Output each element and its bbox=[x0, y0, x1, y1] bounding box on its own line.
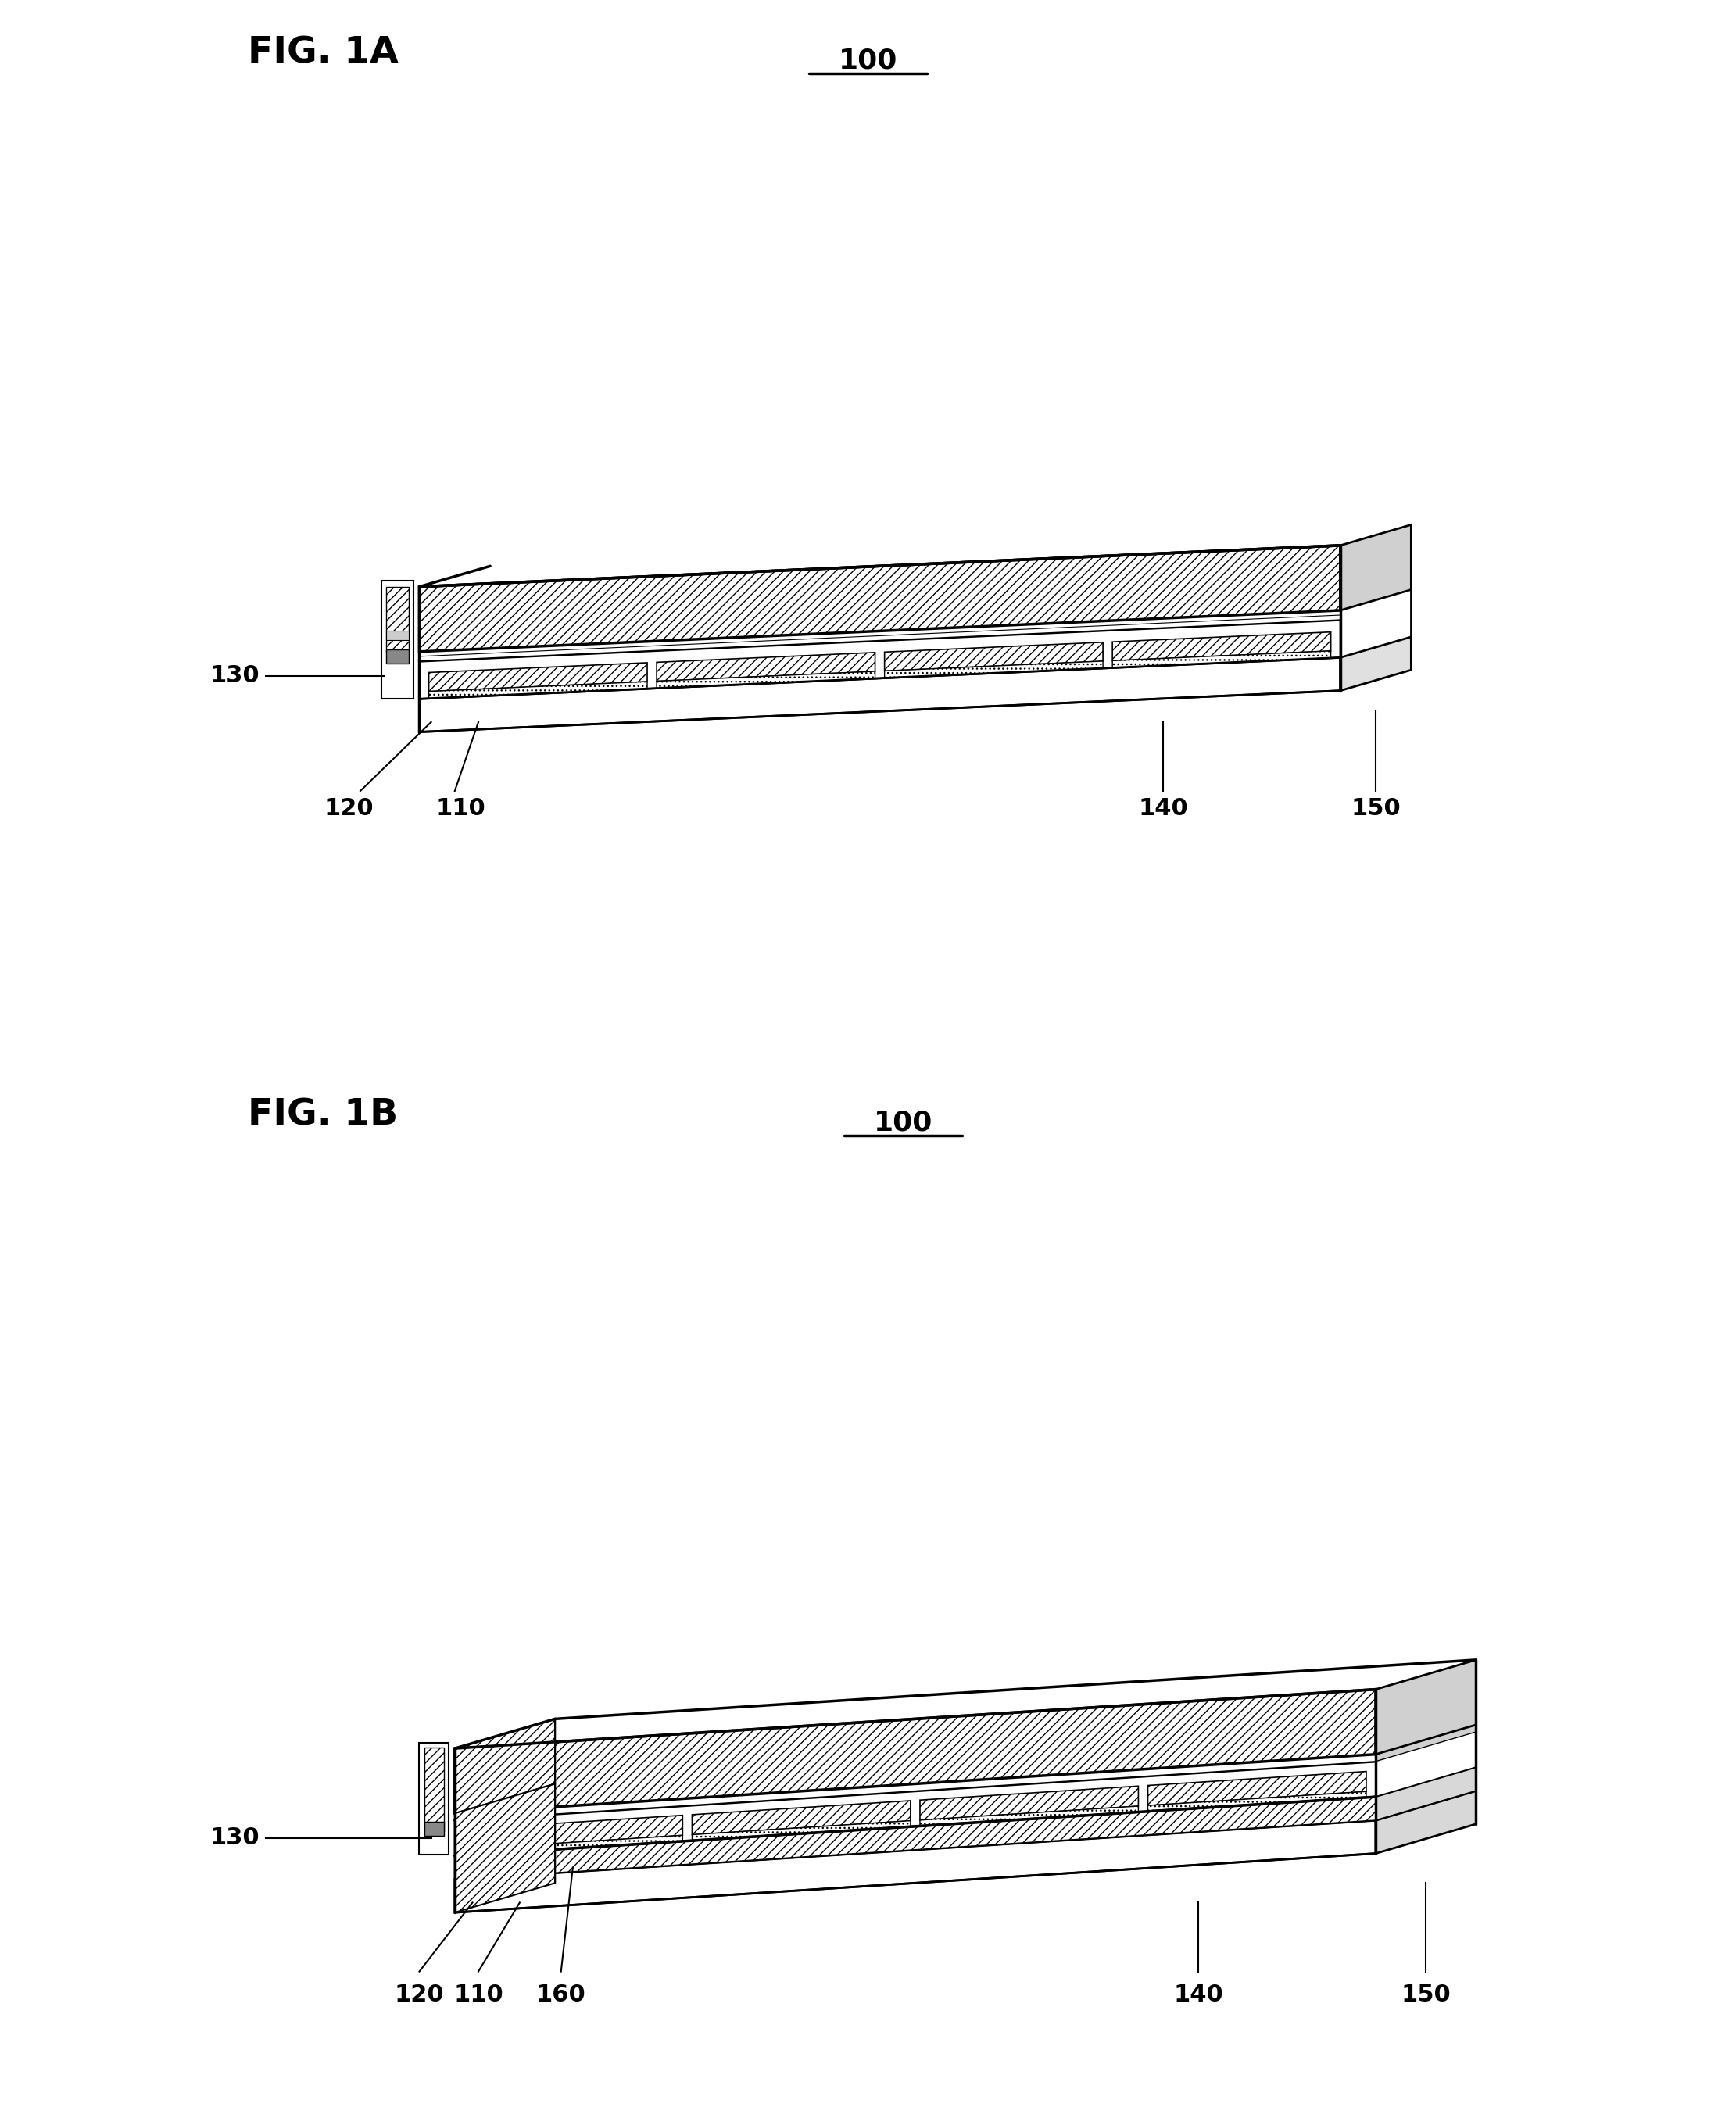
Polygon shape bbox=[420, 1742, 450, 1855]
Polygon shape bbox=[420, 610, 1340, 661]
Polygon shape bbox=[464, 1836, 682, 1855]
Text: 140: 140 bbox=[1174, 1983, 1224, 2006]
Polygon shape bbox=[420, 620, 1340, 699]
Polygon shape bbox=[1375, 1726, 1476, 1762]
Polygon shape bbox=[1375, 1791, 1476, 1853]
Polygon shape bbox=[1113, 631, 1332, 661]
Polygon shape bbox=[1340, 525, 1411, 610]
Text: 150: 150 bbox=[1351, 797, 1401, 820]
Polygon shape bbox=[885, 642, 1102, 672]
Polygon shape bbox=[387, 631, 408, 640]
Text: 110: 110 bbox=[436, 797, 486, 820]
Text: 110: 110 bbox=[453, 1983, 503, 2006]
Polygon shape bbox=[455, 1755, 1375, 1821]
Polygon shape bbox=[656, 672, 875, 689]
Text: 120: 120 bbox=[323, 797, 373, 820]
Polygon shape bbox=[455, 1719, 556, 1813]
Text: FIG. 1B: FIG. 1B bbox=[248, 1099, 398, 1133]
Polygon shape bbox=[455, 1762, 1375, 1855]
Polygon shape bbox=[920, 1785, 1139, 1821]
Polygon shape bbox=[387, 587, 408, 652]
Text: 160: 160 bbox=[536, 1983, 587, 2006]
Polygon shape bbox=[1375, 1660, 1476, 1755]
Text: 130: 130 bbox=[210, 1828, 260, 1849]
Polygon shape bbox=[424, 1747, 444, 1832]
Polygon shape bbox=[387, 650, 408, 663]
Polygon shape bbox=[1147, 1772, 1366, 1806]
Polygon shape bbox=[693, 1800, 910, 1834]
Polygon shape bbox=[464, 1815, 682, 1849]
Polygon shape bbox=[1113, 650, 1332, 667]
Text: 100: 100 bbox=[838, 47, 898, 74]
Polygon shape bbox=[885, 661, 1102, 678]
Text: 120: 120 bbox=[394, 1983, 444, 2006]
Polygon shape bbox=[455, 1689, 1375, 1813]
Text: 140: 140 bbox=[1139, 797, 1187, 820]
Polygon shape bbox=[382, 580, 413, 699]
Text: FIG. 1A: FIG. 1A bbox=[248, 36, 399, 70]
Polygon shape bbox=[693, 1821, 910, 1840]
Polygon shape bbox=[429, 663, 648, 691]
Polygon shape bbox=[920, 1806, 1139, 1825]
Polygon shape bbox=[455, 1821, 1375, 1912]
Polygon shape bbox=[429, 682, 648, 699]
Polygon shape bbox=[420, 546, 1340, 652]
Text: 100: 100 bbox=[873, 1109, 932, 1137]
Text: 150: 150 bbox=[1401, 1983, 1451, 2006]
Polygon shape bbox=[1340, 638, 1411, 691]
Polygon shape bbox=[420, 657, 1340, 731]
Polygon shape bbox=[424, 1821, 444, 1836]
Polygon shape bbox=[455, 1798, 1375, 1878]
Polygon shape bbox=[656, 652, 875, 682]
Text: 130: 130 bbox=[210, 665, 260, 686]
Polygon shape bbox=[1375, 1768, 1476, 1821]
Polygon shape bbox=[1147, 1791, 1366, 1810]
Polygon shape bbox=[455, 1783, 556, 1913]
